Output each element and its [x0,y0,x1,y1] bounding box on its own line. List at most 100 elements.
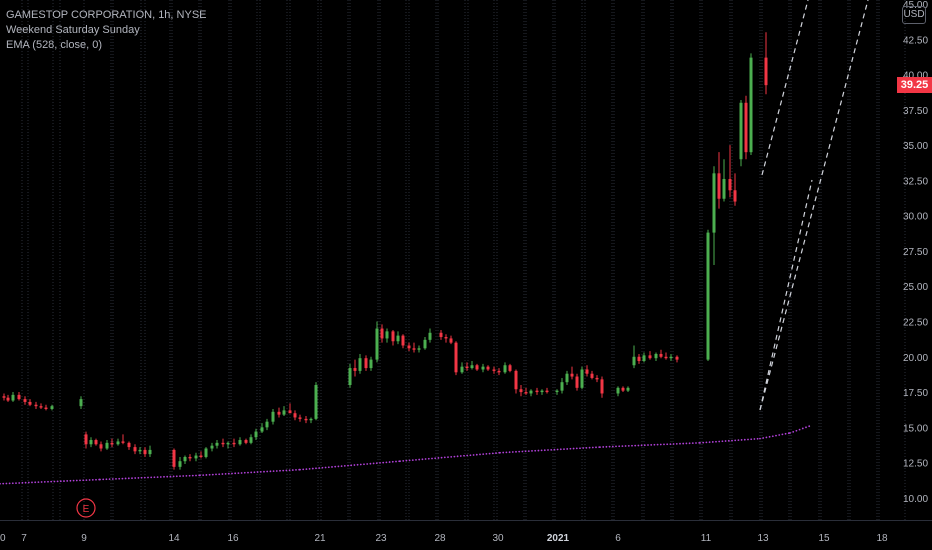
candle-64 [417,345,421,353]
candle-body [11,394,15,401]
ema-point [721,440,724,443]
candle-body [417,348,421,350]
candle-body [121,441,125,443]
candle-63 [412,342,416,353]
ema-point [31,481,33,484]
candle-81 [514,369,518,394]
indicator-label[interactable]: EMA (528, close, 0) [6,39,102,51]
candle-24 [172,448,176,470]
ema-point [624,445,627,447]
candle-body [439,332,443,338]
ema-point [21,481,24,484]
ema-point [756,437,759,440]
candle-body [188,456,192,459]
ema-point [640,444,643,447]
session-breaks [21,0,906,520]
currency-button[interactable]: USD [902,6,926,24]
ema-point [691,442,694,445]
candle-26 [183,455,187,465]
chart-legend: GAMESTOP CORPORATION, 1h, NYSE Weekend S… [6,8,207,53]
ema-point [291,469,294,471]
candle-9 [50,404,54,411]
symbol-title[interactable]: GAMESTOP CORPORATION, 1h, NYSE [6,9,207,21]
candle-104 [648,351,652,360]
ema-point [440,456,443,459]
ema-point [24,481,27,484]
candle-body [497,370,501,373]
candle-53 [358,353,362,374]
candle-body [669,356,673,359]
ema-point [121,477,124,480]
y-tick-label-4: 20.00 [903,353,928,364]
candle-body [492,369,496,371]
candle-body [358,358,362,371]
ema-point [771,435,774,438]
candle-57 [380,324,384,343]
ema-point [324,466,327,469]
earnings-marker-circle[interactable] [76,498,96,518]
candle-body [254,431,258,438]
ema-point [443,456,446,459]
candle-15 [105,440,109,450]
candle-12 [89,437,93,448]
candle-56 [375,321,379,363]
candle-8 [44,404,48,411]
ema-point [143,476,146,479]
ema-point [688,442,691,445]
x-tick-label-11: 13 [757,533,769,544]
candle-35 [232,438,236,448]
candle-110 [706,229,710,362]
earnings-marker[interactable]: E [76,498,96,518]
ema-point [608,445,611,448]
ema-point [66,480,69,482]
ema-point [566,448,569,450]
candle-3 [17,392,21,401]
ema-point [534,449,537,452]
y-tick-label-9: 32.50 [903,176,928,187]
ema-point [350,464,353,467]
ema-point [537,449,540,452]
ema-point [334,465,337,468]
x-tick-label-13: 18 [876,533,888,544]
candle-body [712,173,716,233]
ema-point [8,482,11,485]
ema-point [595,446,597,449]
candle-body [375,328,379,360]
ema-point [792,430,795,433]
candle-body [127,442,131,448]
x-tick-label-0: 7 [21,533,27,544]
ema-point [724,440,727,442]
ema-point [524,450,527,453]
ema-point [159,476,162,478]
ema-point [259,470,262,473]
ema-point [156,476,159,479]
ema-point [659,443,662,446]
earnings-marker-label[interactable]: E [83,504,90,515]
ema-point [582,447,585,449]
candle-106 [659,349,663,359]
candle-67 [439,329,443,340]
ema-point [627,444,630,447]
trend-channel [759,0,869,411]
ema-point [356,463,359,466]
candle-body [380,328,384,339]
ema-point [124,477,127,480]
candle-87 [545,387,549,394]
ema-point [437,457,440,459]
candle-117 [744,95,748,160]
ema-point [675,442,678,445]
candle-83 [524,387,528,395]
ema-point [588,446,591,449]
ema-point [411,459,414,462]
y-tick-label-2: 15.00 [903,423,928,434]
ema-point [801,427,804,430]
candle-body [99,444,103,449]
candle-body [555,390,559,393]
ema-point [615,445,617,448]
x-tick-label-3: 16 [227,533,239,544]
candle-23 [148,445,152,457]
ema-point [391,460,394,463]
ema-point [279,469,281,472]
candle-body [449,338,453,343]
